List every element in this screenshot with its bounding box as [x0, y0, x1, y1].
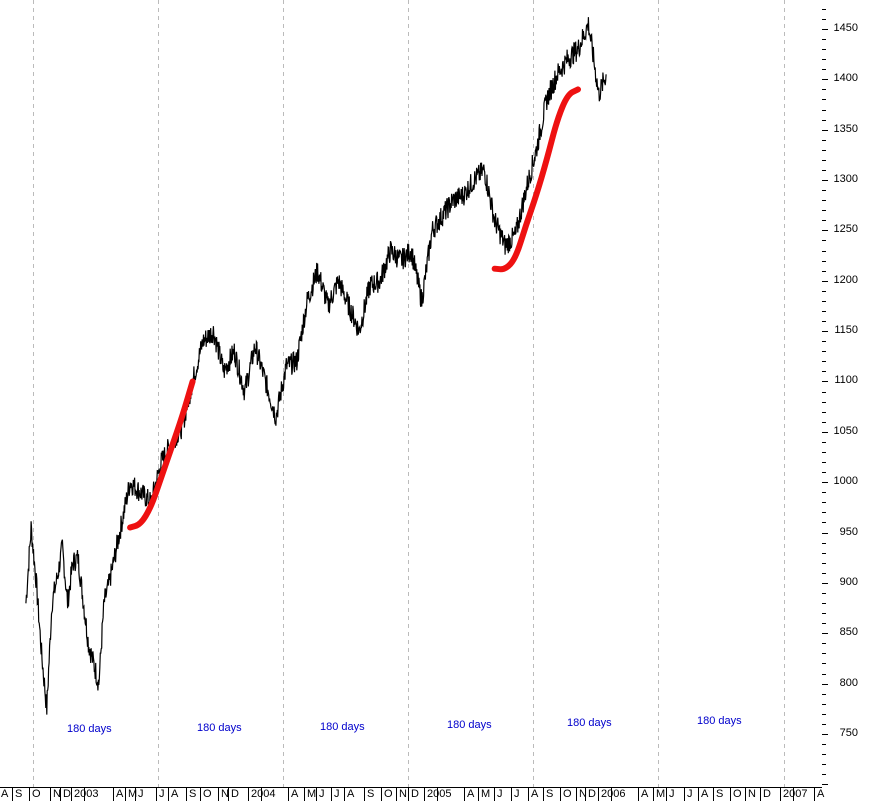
x-tick-label: 2004: [251, 788, 276, 800]
x-tick-label: D: [763, 788, 771, 800]
x-tick-label: M: [128, 788, 138, 800]
y-tick-label: 1200: [833, 274, 858, 286]
x-tick-label: A: [641, 788, 649, 800]
period-annotation: 180 days: [197, 722, 242, 734]
x-tick-label: M: [656, 788, 666, 800]
x-tick-label: J: [319, 788, 325, 800]
x-tick-label: A: [817, 788, 825, 800]
x-tick-label: D: [63, 788, 71, 800]
x-tick-label: O: [32, 788, 41, 800]
x-tick-label: J: [497, 788, 503, 800]
y-tick-label: 850: [839, 626, 858, 638]
x-tick-label: S: [189, 788, 197, 800]
vertical-gridlines: [33, 0, 785, 787]
y-axis: [820, 0, 828, 787]
y-tick-label: 950: [839, 526, 858, 538]
x-tick-label: J: [138, 788, 144, 800]
x-tick-label: J: [514, 788, 520, 800]
x-tick-label: 2007: [783, 788, 808, 800]
price-series: [25, 17, 607, 715]
y-tick-label: 900: [839, 576, 858, 588]
trend-curves: [127, 86, 581, 531]
x-tick-label: A: [291, 788, 299, 800]
x-tick-label: O: [384, 788, 393, 800]
x-axis: [0, 787, 822, 801]
x-tick-label: S: [367, 788, 375, 800]
x-tick-label: O: [203, 788, 212, 800]
x-tick-label: N: [221, 788, 229, 800]
y-tick-label: 800: [839, 677, 858, 689]
x-tick-label: 2003: [74, 788, 99, 800]
x-tick-label: J: [687, 788, 693, 800]
x-tick-label: A: [1, 788, 9, 800]
period-annotation: 180 days: [67, 723, 112, 735]
x-tick-label: N: [53, 788, 61, 800]
x-tick-label: A: [467, 788, 475, 800]
y-tick-label: 1250: [833, 223, 858, 235]
x-tick-label: N: [399, 788, 407, 800]
x-tick-label: S: [15, 788, 23, 800]
x-tick-label: S: [716, 788, 724, 800]
period-annotation: 180 days: [320, 721, 365, 733]
period-annotation: 180 days: [447, 719, 492, 731]
x-tick-label: O: [563, 788, 572, 800]
x-tick-label: A: [171, 788, 179, 800]
y-tick-label: 1300: [833, 173, 858, 185]
x-tick-label: A: [116, 788, 124, 800]
x-tick-label: J: [334, 788, 340, 800]
x-tick-label: N: [748, 788, 756, 800]
x-tick-label: O: [733, 788, 742, 800]
y-tick-label: 1400: [833, 72, 858, 84]
x-tick-label: J: [669, 788, 675, 800]
y-tick-label: 750: [839, 727, 858, 739]
x-tick-label: 2006: [601, 788, 626, 800]
x-tick-label: M: [307, 788, 317, 800]
y-tick-label: 1100: [834, 374, 858, 386]
x-tick-label: A: [347, 788, 355, 800]
x-tick-label: D: [588, 788, 596, 800]
x-tick-label: N: [579, 788, 587, 800]
x-tick-label: S: [546, 788, 554, 800]
x-tick-label: D: [231, 788, 239, 800]
x-tick-label: A: [531, 788, 539, 800]
y-tick-label: 1350: [833, 123, 858, 135]
x-tick-label: J: [159, 788, 165, 800]
x-tick-label: 2005: [427, 788, 452, 800]
y-tick-label: 1050: [833, 425, 858, 437]
x-tick-label: M: [481, 788, 491, 800]
y-tick-label: 1000: [833, 475, 858, 487]
y-tick-label: 1450: [833, 22, 858, 34]
period-annotation: 180 days: [567, 717, 612, 729]
x-tick-label: D: [411, 788, 419, 800]
y-tick-label: 1150: [834, 324, 858, 336]
x-tick-label: A: [701, 788, 709, 800]
period-annotation: 180 days: [697, 715, 742, 727]
